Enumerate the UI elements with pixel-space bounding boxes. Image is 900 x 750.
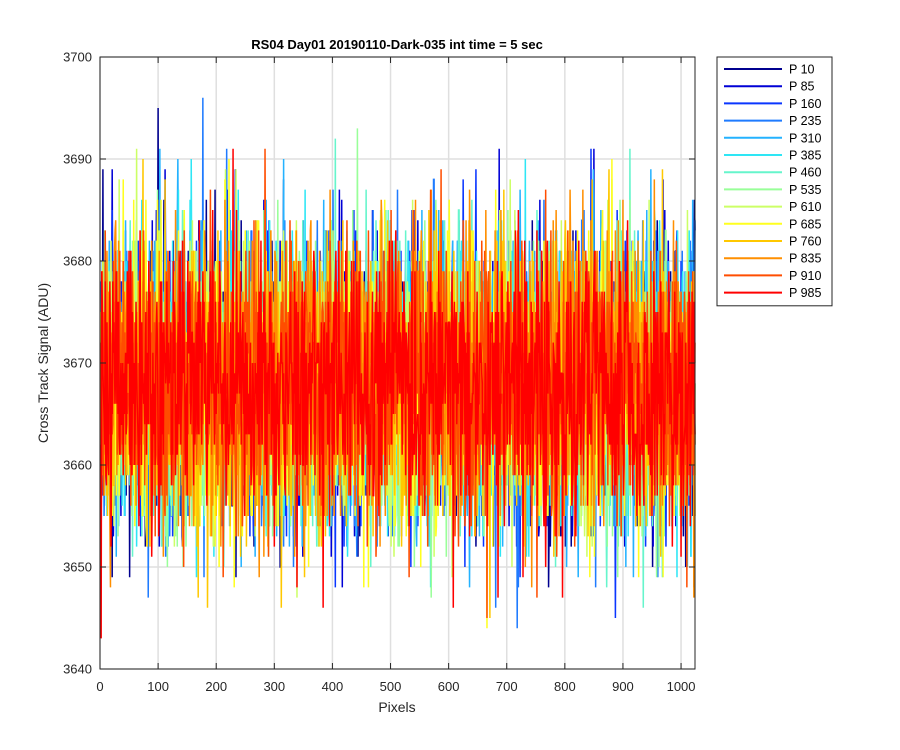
legend: P 10 P 85 P 160 P 235 P 310 P 385 P 460 P 535 P … xyxy=(716,56,833,307)
x-tick-label: 100 xyxy=(147,679,169,694)
y-tick-label: 3660 xyxy=(63,458,92,473)
x-tick-label: 300 xyxy=(263,679,285,694)
legend-label: P 460 xyxy=(789,166,821,180)
legend-label: P 610 xyxy=(789,200,821,214)
y-tick-label: 3690 xyxy=(63,152,92,167)
x-tick-label: 900 xyxy=(612,679,634,694)
legend-label: P 160 xyxy=(789,97,821,111)
legend-label: P 385 xyxy=(789,149,821,163)
x-tick-label: 200 xyxy=(205,679,227,694)
legend-label: P 835 xyxy=(789,252,821,266)
legend-label: P 985 xyxy=(789,286,821,300)
x-tick-label: 600 xyxy=(438,679,460,694)
y-tick-label: 3670 xyxy=(63,356,92,371)
legend-label: P 685 xyxy=(789,217,821,231)
x-tick-label: 500 xyxy=(380,679,402,694)
legend-label: P 535 xyxy=(789,183,821,197)
y-tick-label: 3700 xyxy=(63,50,92,65)
series-layer xyxy=(99,97,696,639)
legend-box xyxy=(716,56,833,307)
legend-label: P 10 xyxy=(789,63,815,77)
x-tick-label: 400 xyxy=(322,679,344,694)
series-line-p985 xyxy=(99,148,696,639)
chart-title: RS04 Day01 20190110-Dark-035 int time = … xyxy=(251,37,543,52)
legend-label: P 85 xyxy=(789,80,815,94)
legend-label: P 310 xyxy=(789,131,821,145)
legend-label: P 910 xyxy=(789,269,821,283)
x-tick-label: 700 xyxy=(496,679,518,694)
y-tick-label: 3680 xyxy=(63,254,92,269)
x-tick-label: 1000 xyxy=(667,679,696,694)
legend-label: P 760 xyxy=(789,235,821,249)
axis-ticks: 0 100 200 300 400 500 600 700 800 900 1000 3640 3650… xyxy=(63,50,695,695)
y-tick-label: 3640 xyxy=(63,662,92,677)
y-axis-title: Cross Track Signal (ADU) xyxy=(35,283,51,443)
x-axis-title: Pixels xyxy=(378,699,415,715)
y-tick-label: 3650 xyxy=(63,560,92,575)
legend-label: P 235 xyxy=(789,114,821,128)
x-tick-label: 0 xyxy=(96,679,103,694)
x-tick-label: 800 xyxy=(554,679,576,694)
